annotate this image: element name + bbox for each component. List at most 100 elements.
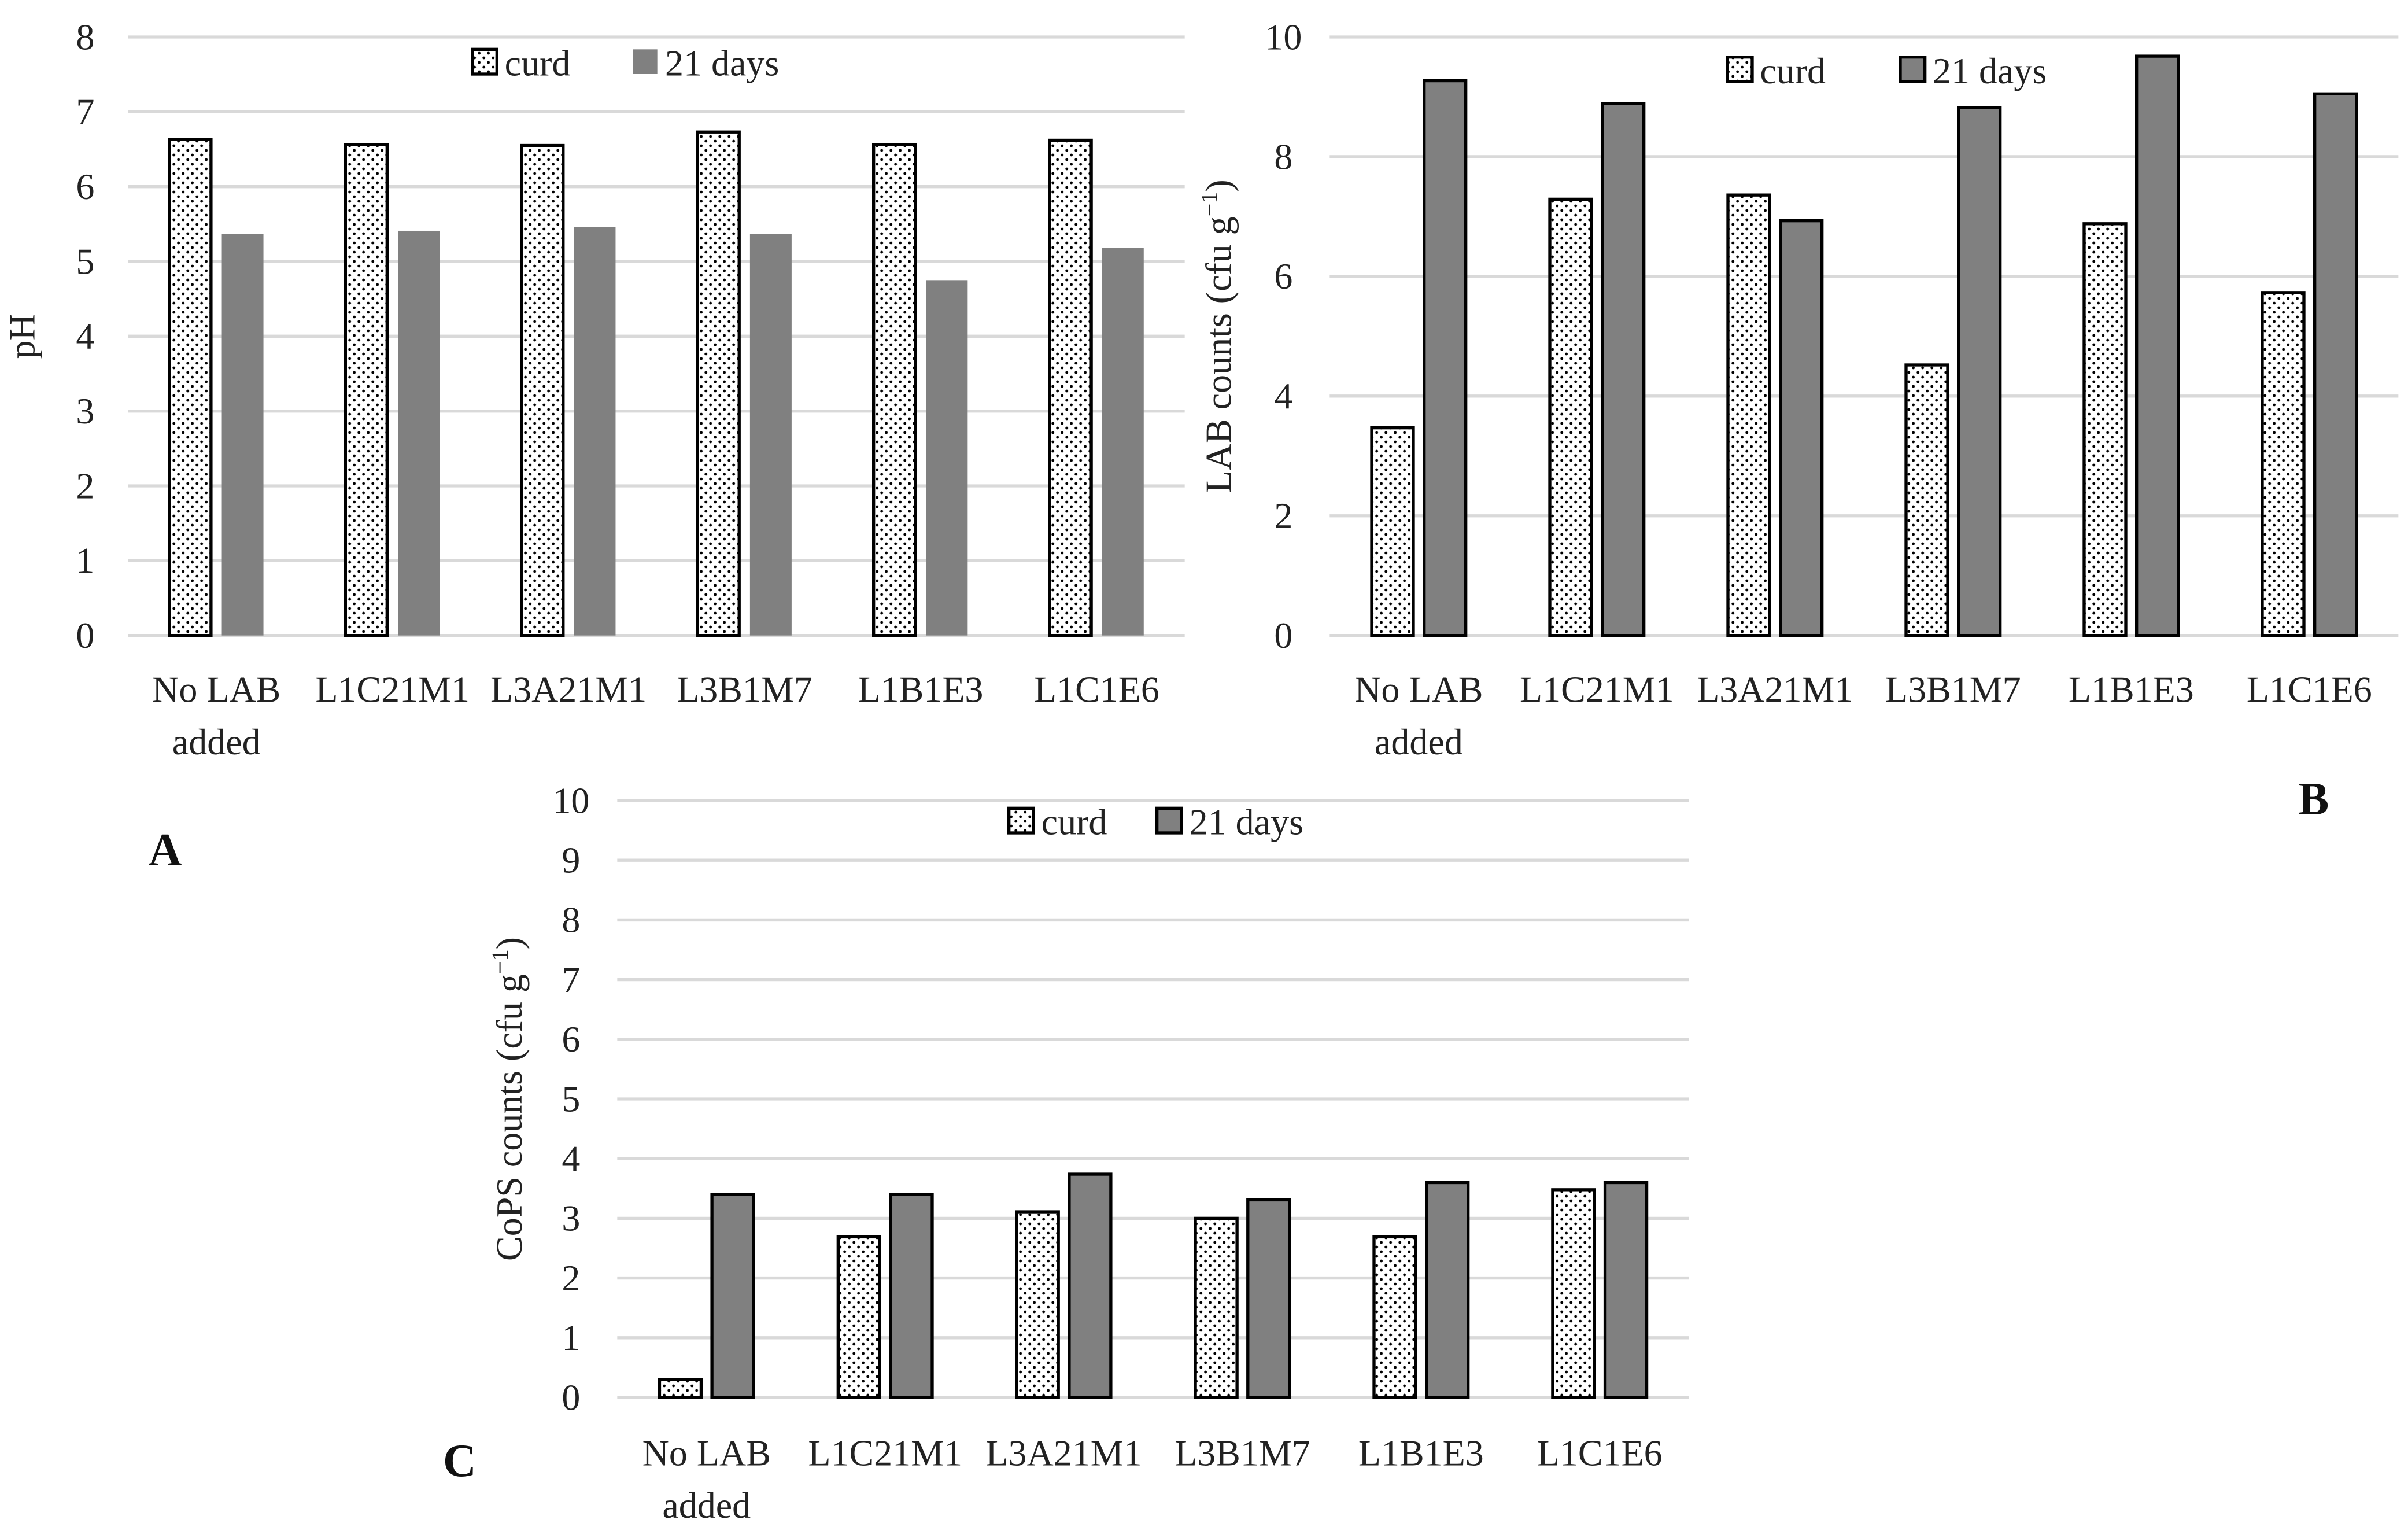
x-tick-label: L3A21M1	[985, 1432, 1142, 1473]
panel-label: A	[149, 825, 182, 876]
x-tick-label: L3B1M7	[1175, 1432, 1310, 1473]
y-axis-label-superscript: −1	[487, 949, 513, 974]
legend-swatch-curd	[1007, 806, 1035, 835]
y-tick-label: 8	[76, 16, 94, 57]
y-tick-label: 8	[1274, 136, 1292, 177]
bar-curd	[168, 138, 213, 637]
bar-curd	[1048, 138, 1093, 637]
y-tick-label: 4	[562, 1138, 580, 1179]
bar-curd	[1370, 426, 1415, 637]
y-axis-label: pH	[1, 313, 42, 359]
y-tick-label: 6	[562, 1019, 580, 1060]
bar-21-days	[2313, 92, 2358, 637]
legend-swatch-21-days	[1899, 56, 1927, 83]
x-tick-label-line: No LAB	[642, 1432, 771, 1473]
x-tick-label: L1C1E6	[2247, 669, 2372, 710]
x-tick-label: L3B1M7	[677, 669, 812, 710]
y-axis-label-text: LAB counts (cfu g	[1198, 216, 1239, 493]
bar-21-days	[710, 1193, 755, 1399]
panel-label: C	[443, 1436, 477, 1487]
chart-c-cops-counts: 0 1 2 3 4 5 6 7 8 9 10 CoPS counts (cfu g−1) No LAB a…	[443, 780, 1689, 1526]
x-tick-label-line: L3A21M1	[985, 1432, 1142, 1473]
bar-curd	[2261, 291, 2306, 637]
y-axis-label-text: pH	[1, 313, 42, 359]
bar-curd	[520, 143, 565, 637]
legend-swatch-curd	[470, 47, 498, 76]
y-axis-label-end: )	[1198, 179, 1239, 191]
y-axis-label-superscript: −1	[1196, 192, 1223, 217]
legend-swatch-21-days	[633, 49, 658, 74]
x-tick-label-line: L1B1E3	[858, 669, 984, 710]
y-axis-label-text: CoPS counts (cfu g	[489, 974, 530, 1261]
y-tick-label: 0	[562, 1377, 580, 1418]
y-tick-label: 0	[76, 615, 94, 656]
y-tick-label: 4	[1274, 375, 1292, 416]
x-tick-label-line: L1C1E6	[2247, 669, 2372, 710]
y-tick-label: 2	[76, 465, 94, 506]
x-tick-label: L1B1E3	[858, 669, 984, 710]
y-tick-label: 10	[552, 780, 589, 821]
legend-label: 21 days	[1190, 802, 1303, 843]
bar-curd	[1551, 1188, 1596, 1399]
bar-curd	[344, 143, 389, 637]
bar-21-days	[1603, 1181, 1649, 1399]
y-tick-label: 10	[1265, 16, 1302, 57]
x-tick-label-line: added	[172, 721, 261, 762]
bar-21-days	[1068, 1172, 1113, 1399]
y-tick-label: 1	[562, 1317, 580, 1358]
bar-21-days	[398, 230, 440, 636]
y-axis-label: LAB counts (cfu g−1)	[1196, 179, 1239, 493]
bar-21-days	[574, 227, 616, 636]
x-tick-label-line: No LAB	[1354, 669, 1483, 710]
legend-label: curd	[1042, 802, 1107, 843]
y-tick-label: 9	[562, 840, 580, 881]
bar-curd	[696, 130, 741, 637]
x-tick-label: No LAB added	[152, 669, 280, 762]
x-tick-label-line: L3B1M7	[1885, 669, 2021, 710]
x-tick-label-line: L1C1E6	[1034, 669, 1159, 710]
legend-swatch-curd	[1726, 56, 1754, 83]
y-axis-label-end: )	[489, 937, 530, 949]
y-tick-label: 0	[1274, 615, 1292, 656]
legend-label: 21 days	[1933, 50, 2047, 91]
y-tick-label: 5	[562, 1078, 580, 1119]
bar-21-days	[1779, 219, 1824, 637]
x-tick-label-line: L3B1M7	[677, 669, 812, 710]
y-tick-label: 6	[1274, 256, 1292, 297]
x-tick-label: L3A21M1	[490, 669, 647, 710]
x-tick-label: L1C21M1	[1520, 669, 1674, 710]
x-tick-label: No LAB added	[642, 1432, 771, 1526]
x-tick-label-line: L1B1E3	[2069, 669, 2194, 710]
y-axis-label: CoPS counts (cfu g−1)	[487, 937, 530, 1261]
bar-21-days	[926, 280, 968, 636]
x-tick-label: L1C21M1	[315, 669, 470, 710]
y-tick-label: 4	[76, 316, 94, 357]
y-tick-label: 5	[76, 241, 94, 282]
x-tick-label-line: L1B1E3	[1358, 1432, 1484, 1473]
bar-curd	[1015, 1210, 1060, 1399]
bar-curd	[836, 1235, 881, 1399]
bar-curd	[658, 1378, 703, 1399]
x-tick-label: L1C1E6	[1537, 1432, 1663, 1473]
x-tick-label-line: L1C1E6	[1537, 1432, 1663, 1473]
y-tick-label: 7	[562, 959, 580, 1000]
bar-21-days	[1246, 1198, 1291, 1399]
legend-label: 21 days	[665, 43, 779, 84]
x-tick-label: No LAB added	[1354, 669, 1483, 762]
x-tick-label: L3A21M1	[1697, 669, 1853, 710]
y-tick-label: 3	[562, 1198, 580, 1239]
bar-21-days	[1601, 102, 1646, 637]
y-tick-label: 2	[1274, 495, 1292, 536]
y-tick-label: 6	[76, 166, 94, 207]
bar-21-days	[1957, 106, 2002, 637]
bar-21-days	[1425, 1181, 1470, 1399]
x-tick-label: L1B1E3	[1358, 1432, 1484, 1473]
bar-curd	[1548, 197, 1593, 637]
x-tick-label: L1C1E6	[1034, 669, 1159, 710]
legend-swatch-21-days	[1155, 806, 1183, 835]
y-tick-label: 1	[76, 540, 94, 581]
bar-21-days	[889, 1193, 934, 1399]
chart-a-ph: 0 1 2 3 4 5 6 7 8 pH No LAB added L1C21M1 L3A21M1 L3B1…	[1, 16, 1185, 876]
chart-b-lab-counts: 0 2 4 6 8 10 LAB counts (cfu g−1) No LAB added L1…	[1196, 16, 2399, 825]
